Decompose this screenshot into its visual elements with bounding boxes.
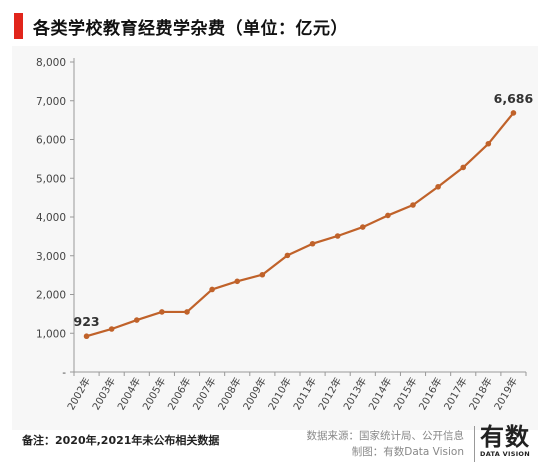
logo-main-text: 有数 xyxy=(480,423,530,451)
data-label: 923 xyxy=(74,314,100,329)
x-tick-label: 2017年 xyxy=(441,375,470,412)
data-point xyxy=(460,164,467,171)
data-point xyxy=(334,233,341,239)
x-tick-label: 2011年 xyxy=(290,375,319,412)
title-block: 各类学校教育经费学杂费（单位：亿元） xyxy=(14,10,348,42)
source-block: 数据来源：国家统计局、公开信息 制图：有数Data Vision xyxy=(307,428,465,460)
x-tick-label: 2005年 xyxy=(140,375,169,412)
data-point xyxy=(385,212,391,219)
data-point xyxy=(510,110,517,116)
x-tick-label: 2008年 xyxy=(215,375,244,412)
x-tick-label: 2007年 xyxy=(190,375,219,412)
x-tick-label: 2002年 xyxy=(64,375,93,412)
series-line xyxy=(86,112,515,338)
data-point xyxy=(83,333,90,340)
logo-divider xyxy=(474,426,475,462)
x-tick-label: 2014年 xyxy=(366,375,395,412)
chart-panel: - 1,000 2,000 3,000 4,000 5,000 6,000 7,000 8,00… xyxy=(12,46,538,430)
logo-sub-text: DATA VISION xyxy=(480,450,530,458)
data-point xyxy=(108,326,115,332)
data-label: 6,686 xyxy=(494,91,534,106)
x-tick-label: 2013年 xyxy=(340,375,369,412)
data-point xyxy=(209,286,215,293)
x-tick-label: 2016年 xyxy=(416,375,445,412)
brand-logo: 有数 DATA VISION xyxy=(474,423,536,462)
title-accent-bar xyxy=(14,13,23,39)
data-point xyxy=(284,252,291,259)
data-point xyxy=(184,309,190,315)
footnote: 备注：2020年,2021年未公布相关数据 xyxy=(22,434,220,447)
data-point xyxy=(259,271,266,278)
data-point xyxy=(159,309,165,315)
y-tick-label: 7,000 xyxy=(36,96,66,108)
data-point xyxy=(133,317,140,323)
x-tick-label: 2012年 xyxy=(315,375,344,412)
x-tick-label: 2018年 xyxy=(466,375,495,412)
x-tick-label: 2009年 xyxy=(240,375,269,412)
data-point xyxy=(234,278,241,285)
x-tick-label: 2010年 xyxy=(265,375,294,412)
y-tick-label: 6,000 xyxy=(36,135,66,147)
y-tick-label: 1,000 xyxy=(36,328,66,340)
data-point xyxy=(359,224,366,230)
x-tick-label: 2004年 xyxy=(114,375,143,412)
line-chart: - 1,000 2,000 3,000 4,000 5,000 6,000 7,000 8,00… xyxy=(36,57,534,412)
credit-text: 制图：有数Data Vision xyxy=(351,446,464,458)
chart-title: 各类学校教育经费学杂费（单位：亿元） xyxy=(33,18,348,39)
data-point xyxy=(410,202,416,208)
y-tick-label: - xyxy=(62,367,66,379)
y-tick-label: 4,000 xyxy=(36,212,66,224)
source-text: 数据来源：国家统计局、公开信息 xyxy=(306,430,465,442)
x-tick-label: 2015年 xyxy=(391,375,420,412)
y-tick-label: 5,000 xyxy=(36,173,66,185)
x-tick-label: 2003年 xyxy=(89,375,118,412)
y-tick-label: 8,000 xyxy=(36,57,66,69)
y-tick-label: 3,000 xyxy=(36,251,66,263)
data-point xyxy=(435,183,441,190)
y-tick-label: 2,000 xyxy=(36,290,66,302)
data-point xyxy=(309,240,316,247)
data-point xyxy=(485,140,492,147)
x-tick-label: 2019年 xyxy=(491,375,520,412)
x-tick-label: 2006年 xyxy=(165,375,194,412)
